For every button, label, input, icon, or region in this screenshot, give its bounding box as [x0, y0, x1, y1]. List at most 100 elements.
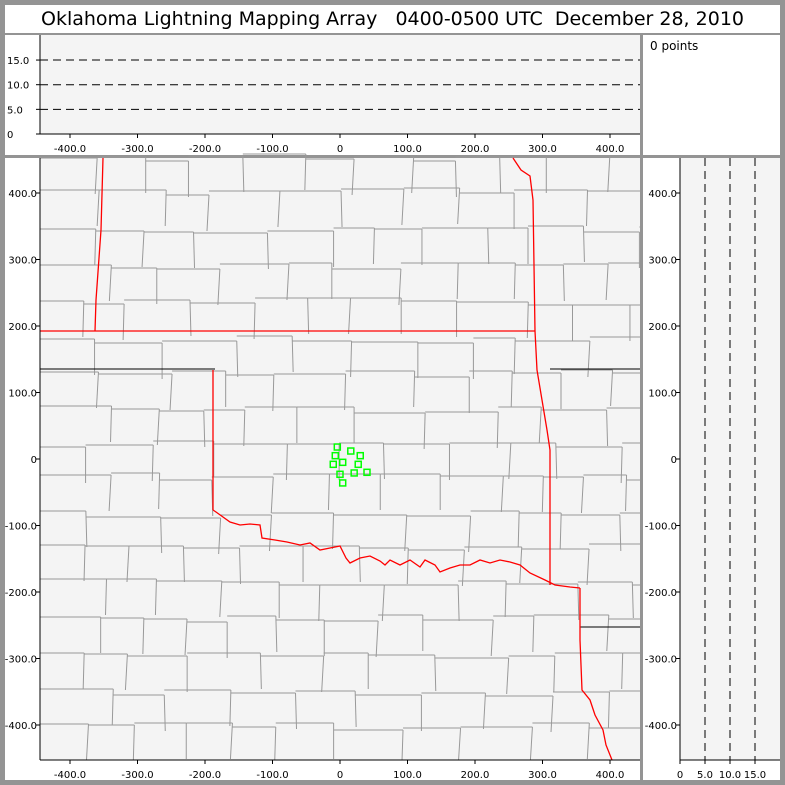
county-line: [96, 189, 100, 227]
county-line: [219, 580, 223, 618]
x-tick-label: 200.0: [461, 770, 490, 781]
y-tick-label: 0: [31, 455, 37, 466]
state-border: [94, 157, 104, 332]
county-line: [318, 584, 321, 622]
county-line: [606, 614, 610, 652]
page-title: Oklahoma Lightning Mapping Array 0400-05…: [5, 5, 780, 33]
county-line: [457, 584, 460, 622]
x-tick-label: 400.0: [596, 144, 625, 155]
y-tick-label: -100.0: [5, 522, 37, 533]
lightning-source-marker: [356, 451, 364, 460]
county-line: [151, 444, 154, 482]
county-line: [141, 230, 145, 268]
county-line: [268, 514, 272, 552]
county-line: [586, 722, 590, 760]
county-line: [274, 726, 277, 761]
y-tick-label: 400.0: [8, 189, 37, 200]
county-line: [132, 724, 135, 761]
y-tick-label: 100.0: [8, 389, 37, 400]
county-line: [344, 373, 347, 411]
y-tick-label: 300.0: [8, 256, 37, 267]
county-line: [266, 232, 269, 270]
county-line: [358, 545, 361, 583]
county-line: [272, 374, 275, 412]
county-line: [577, 583, 580, 621]
county-line: [307, 297, 310, 335]
county-line: [587, 340, 591, 378]
county-line: [605, 263, 609, 301]
county-line: [541, 475, 544, 513]
county-line: [423, 412, 426, 450]
county-line: [184, 618, 188, 656]
county-line: [559, 512, 562, 550]
x-tick-label: -200.0: [189, 144, 221, 155]
lightning-source-marker: [354, 460, 362, 469]
county-line: [413, 370, 416, 408]
county-boundaries: [40, 153, 640, 761]
county-line: [82, 652, 85, 690]
y-tick-label: -200.0: [645, 588, 677, 599]
y-tick-label: 15.0: [7, 56, 29, 67]
lightning-source-marker: [336, 470, 344, 479]
county-line: [286, 263, 290, 301]
county-line: [124, 653, 128, 691]
y-tick-label: 0: [7, 130, 13, 141]
county-line: [458, 727, 462, 761]
county-line: [607, 691, 610, 729]
x-tick-label: -400.0: [54, 144, 86, 155]
county-line: [487, 227, 490, 265]
lightning-source-marker: [338, 479, 347, 487]
county-line: [239, 547, 242, 585]
county-line: [169, 373, 173, 411]
county-line: [193, 231, 196, 269]
county-line: [110, 405, 113, 443]
county-line: [508, 442, 512, 480]
x-tick-label: 300.0: [528, 770, 557, 781]
county-line: [327, 473, 330, 511]
county-line: [496, 411, 499, 449]
county-line: [607, 155, 611, 193]
x-tick-label: 400.0: [596, 770, 625, 781]
lightning-source-marker: [338, 458, 347, 467]
county-line: [461, 549, 465, 587]
county-line: [532, 615, 535, 653]
y-tick-label: -400.0: [5, 721, 37, 732]
county-line: [513, 262, 516, 300]
state-border: [212, 509, 581, 589]
county-line: [94, 228, 97, 266]
county-line: [229, 722, 233, 760]
x-tick-label: 10.0: [719, 770, 741, 781]
county-line: [513, 337, 516, 375]
county-line: [275, 615, 278, 653]
county-line: [517, 510, 520, 548]
county-line: [156, 408, 160, 446]
county-line: [236, 340, 239, 378]
county-line: [555, 442, 558, 480]
county-line: [259, 652, 262, 690]
county-line: [108, 264, 112, 302]
y-tick-label: 10.0: [7, 81, 29, 92]
county-line: [401, 188, 405, 226]
y-tick-label: 400.0: [648, 189, 677, 200]
county-line: [253, 302, 256, 340]
county-line: [562, 264, 565, 302]
state-boundaries: [40, 157, 613, 761]
y-tick-label: -300.0: [5, 655, 37, 666]
y-tick-label: 200.0: [648, 322, 677, 333]
county-line: [580, 476, 584, 514]
county-line: [217, 268, 221, 306]
county-line: [229, 689, 232, 727]
county-line: [375, 620, 379, 658]
county-line: [85, 723, 89, 761]
x-tick-label: -400.0: [54, 770, 86, 781]
county-line: [606, 409, 609, 447]
county-line: [206, 194, 210, 232]
county-line: [398, 268, 402, 306]
county-line: [401, 729, 404, 761]
y-tick-label: 100.0: [648, 389, 677, 400]
county-line: [586, 189, 589, 227]
x-tick-label: 100.0: [393, 770, 422, 781]
county-line: [164, 189, 167, 227]
county-line: [482, 692, 486, 730]
